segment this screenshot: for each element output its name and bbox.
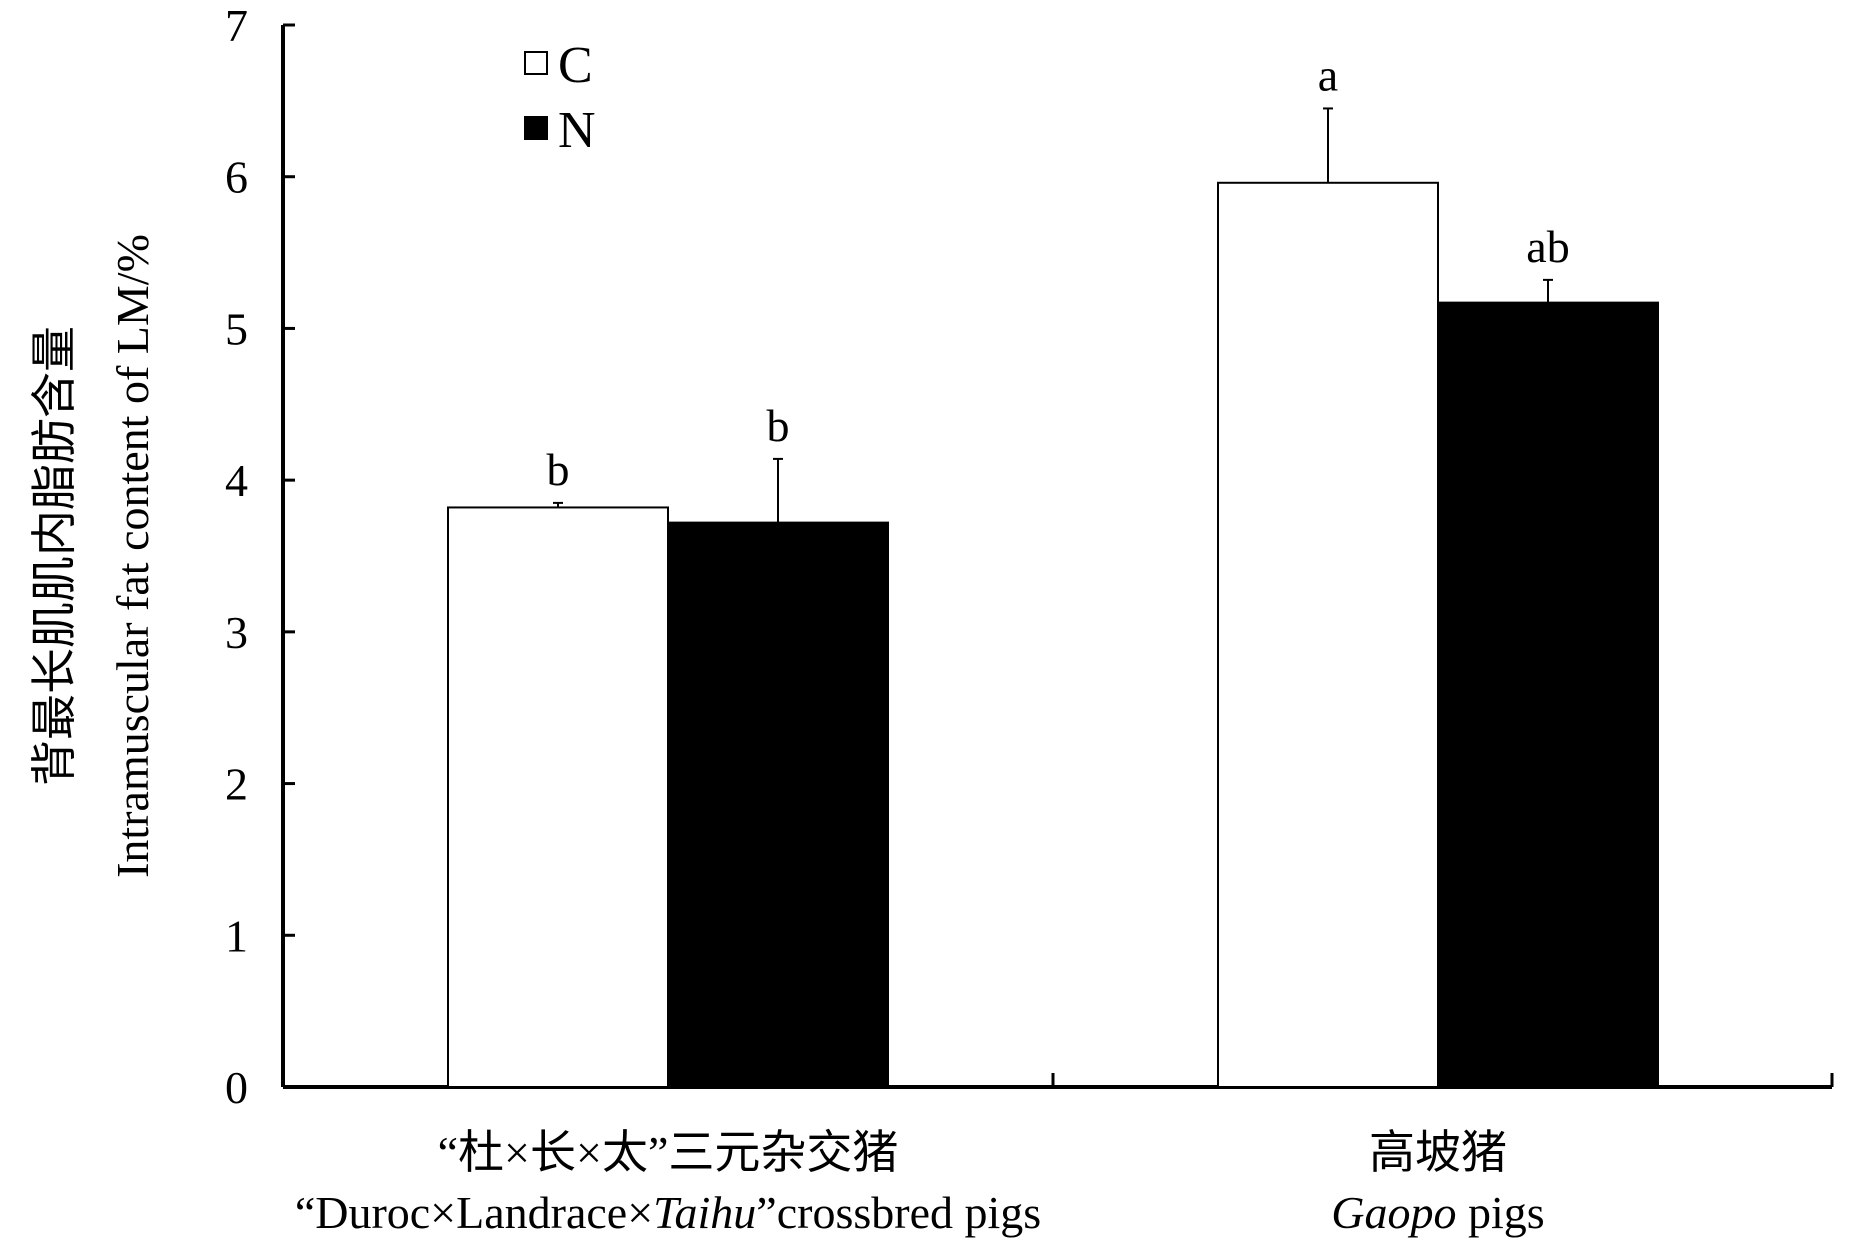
y-axis-label-zh: 背最长肌肌内脂肪含量 bbox=[29, 326, 80, 786]
y-axis-label-en: Intramuscular fat content of LM/% bbox=[107, 234, 158, 878]
bar-C-2 bbox=[1217, 181, 1439, 1089]
category-label-en-part: “Duroc×Landrace× bbox=[295, 1187, 653, 1238]
bar-N-1 bbox=[667, 521, 889, 1088]
y-tick-label: 6 bbox=[225, 152, 248, 203]
y-tick-label: 4 bbox=[225, 455, 248, 506]
category-label-en: “Duroc×Landrace×Taihu”crossbred pigs bbox=[295, 1187, 1041, 1238]
category-label-en-italic: Gaopo bbox=[1331, 1187, 1456, 1238]
legend-swatch-C bbox=[524, 51, 548, 75]
legend-label-N: N bbox=[558, 102, 596, 159]
labels: babab“杜×长×太”三元杂交猪“Duroc×Landrace×Taihu”c… bbox=[295, 49, 1570, 1238]
bar-C-1 bbox=[447, 506, 669, 1088]
bars bbox=[447, 107, 1659, 1089]
significance-label: b bbox=[547, 444, 570, 495]
legend-label-C: C bbox=[558, 37, 593, 94]
legend: CN bbox=[524, 37, 596, 159]
y-tick-label: 2 bbox=[225, 759, 248, 810]
significance-label: ab bbox=[1526, 221, 1569, 272]
y-tick-label: 7 bbox=[225, 0, 248, 51]
y-tick-label: 5 bbox=[225, 303, 248, 354]
category-label-en-italic: Taihu bbox=[653, 1187, 756, 1238]
significance-label: a bbox=[1318, 49, 1338, 100]
category-label-zh: 高坡猪 bbox=[1369, 1127, 1507, 1178]
category-label-en: Gaopo pigs bbox=[1331, 1187, 1544, 1238]
y-tick-label: 1 bbox=[225, 910, 248, 961]
category-label-en-part: pigs bbox=[1457, 1187, 1545, 1238]
axes: 0 1 2 3 4 5 6 7 背最长肌肌内脂肪含量 Intramuscular fat cont… bbox=[29, 0, 1834, 1113]
bar-N-2 bbox=[1437, 301, 1659, 1088]
legend-swatch-N bbox=[524, 116, 548, 140]
category-label-zh: “杜×长×太”三元杂交猪 bbox=[438, 1127, 899, 1178]
category-label-en-part: ”crossbred pigs bbox=[756, 1187, 1041, 1238]
y-tick-label: 0 bbox=[225, 1062, 248, 1113]
significance-label: b bbox=[767, 400, 790, 451]
y-tick-label: 3 bbox=[225, 607, 248, 658]
